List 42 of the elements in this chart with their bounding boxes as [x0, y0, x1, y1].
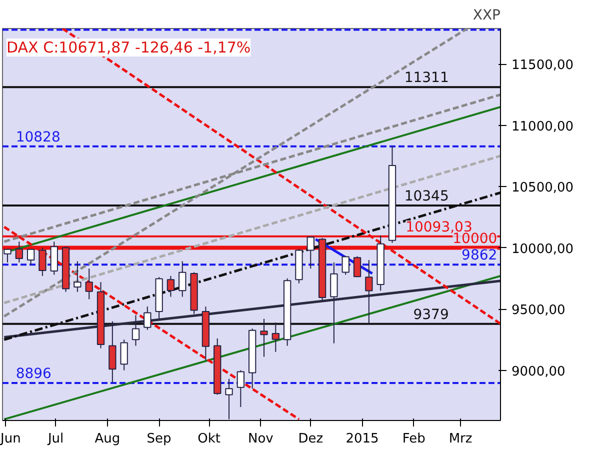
candlestick — [166, 275, 175, 298]
candlestick — [342, 256, 350, 276]
candlestick — [74, 260, 82, 292]
x-tick-label: Nov — [248, 432, 274, 446]
candlestick — [353, 256, 362, 278]
x-tick-label: Mrz — [448, 432, 472, 446]
x-tick-label: 2015 — [346, 432, 379, 446]
candlestick — [4, 248, 12, 263]
candlestick — [38, 247, 46, 276]
ref-line-label: 9862 — [462, 248, 498, 264]
y-tick-label: 10000,00 — [512, 242, 574, 257]
y-tick-label: 11500,00 — [512, 58, 574, 74]
x-tick-label: Jun — [0, 432, 21, 446]
x-tick-label: Sep — [146, 432, 172, 446]
x-tick-label: Feb — [402, 432, 426, 446]
y-tick-label: 9500,00 — [512, 303, 566, 318]
ref-line-label: 10345 — [404, 188, 449, 205]
y-tick-label: 11000,00 — [512, 119, 574, 134]
x-tick-label: Jul — [46, 432, 64, 446]
x-tick-label: Dez — [298, 432, 324, 446]
candlestick — [260, 318, 268, 358]
y-tick-label: 9000,00 — [512, 364, 566, 380]
candlestick — [225, 378, 233, 420]
candlestick — [144, 306, 152, 330]
candlestick — [26, 248, 35, 266]
x-tick-label: Aug — [94, 432, 120, 446]
text: DAX C:10671,87 -126,46 -1,17% — [6, 38, 251, 56]
candlestick — [178, 260, 186, 298]
candlestick — [272, 322, 280, 352]
ref-line-label: 10828 — [16, 129, 60, 146]
x-tick-label: Okt — [198, 432, 220, 446]
candlestick — [306, 236, 314, 270]
ref-line-label: 8896 — [16, 366, 52, 382]
ref-line-label: 11311 — [404, 70, 449, 86]
candlestick — [120, 339, 128, 371]
ref-line-label: 9379 — [413, 306, 449, 323]
ref-line-label: 10000 — [452, 230, 498, 247]
y-axis-title: XXP — [472, 8, 500, 24]
y-tick-label: 10500,00 — [512, 180, 574, 196]
candlestick — [15, 241, 23, 263]
candlestick — [85, 268, 93, 300]
candlestick — [236, 370, 245, 408]
